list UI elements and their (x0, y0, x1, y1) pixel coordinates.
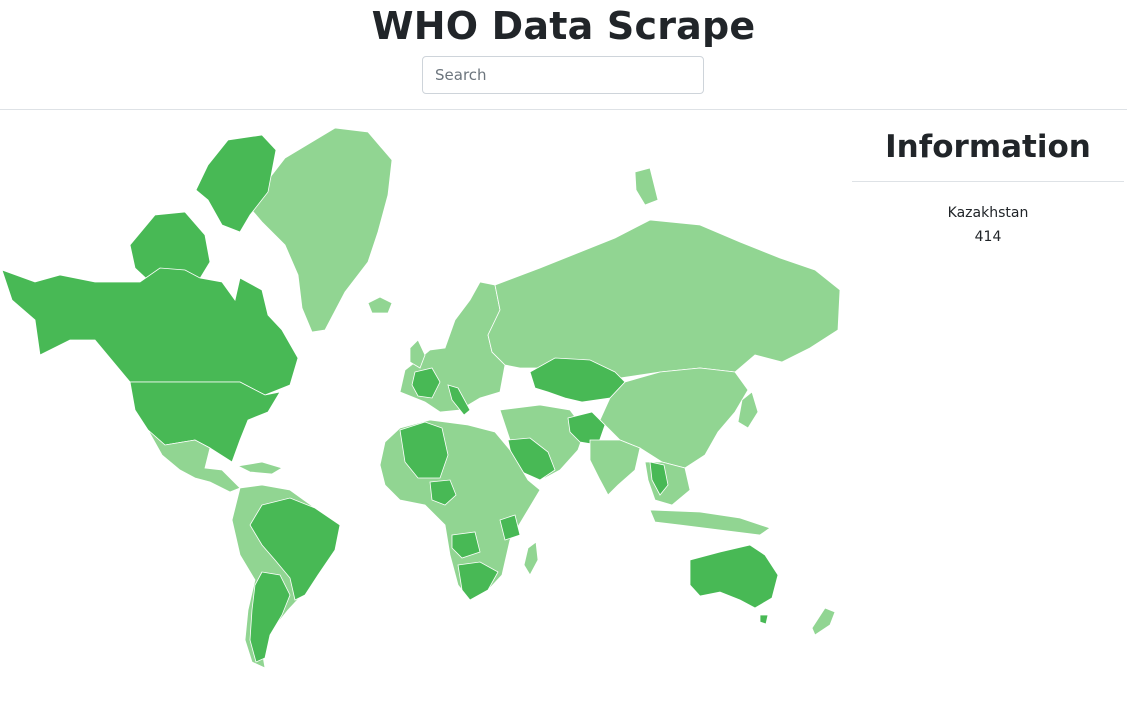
selected-country-name: Kazakhstan (947, 205, 1029, 221)
new-zealand-region[interactable] (811, 607, 836, 636)
info-panel: Information Kazakhstan 414 (852, 111, 1124, 249)
france-region[interactable] (411, 367, 441, 399)
arctic-islands-region[interactable] (195, 134, 277, 233)
canada-region[interactable] (1, 267, 299, 396)
world-map[interactable] (0, 112, 845, 701)
italy-region[interactable] (447, 384, 471, 416)
caribbean-region[interactable] (236, 461, 283, 475)
algeria-region[interactable] (399, 421, 449, 479)
india-region[interactable] (589, 439, 641, 496)
iceland-region[interactable] (367, 296, 393, 314)
arctic-islands-region-2[interactable] (129, 211, 211, 293)
south-africa-region[interactable] (457, 561, 499, 601)
argentina-region[interactable] (249, 571, 291, 663)
page-header: WHO Data Scrape (0, 0, 1127, 110)
selected-country-value: 414 (974, 229, 1002, 245)
russia-region[interactable] (487, 219, 841, 379)
indonesia-region[interactable] (649, 509, 771, 536)
thailand-region[interactable] (649, 461, 669, 496)
tasmania-region[interactable] (759, 614, 769, 625)
info-body: Kazakhstan 414 (852, 182, 1124, 249)
page-title: WHO Data Scrape (371, 4, 756, 48)
australia-region[interactable] (689, 544, 779, 609)
svalbard-region[interactable] (634, 167, 659, 206)
tanzania-region[interactable] (499, 514, 521, 541)
nigeria-region[interactable] (429, 479, 457, 506)
search-input[interactable] (422, 56, 704, 94)
brazil-region[interactable] (249, 497, 341, 601)
uk-region[interactable] (409, 339, 426, 369)
japan-region[interactable] (737, 391, 759, 429)
angola-region[interactable] (451, 531, 481, 559)
madagascar-region[interactable] (523, 541, 539, 576)
info-heading: Information (852, 111, 1124, 182)
